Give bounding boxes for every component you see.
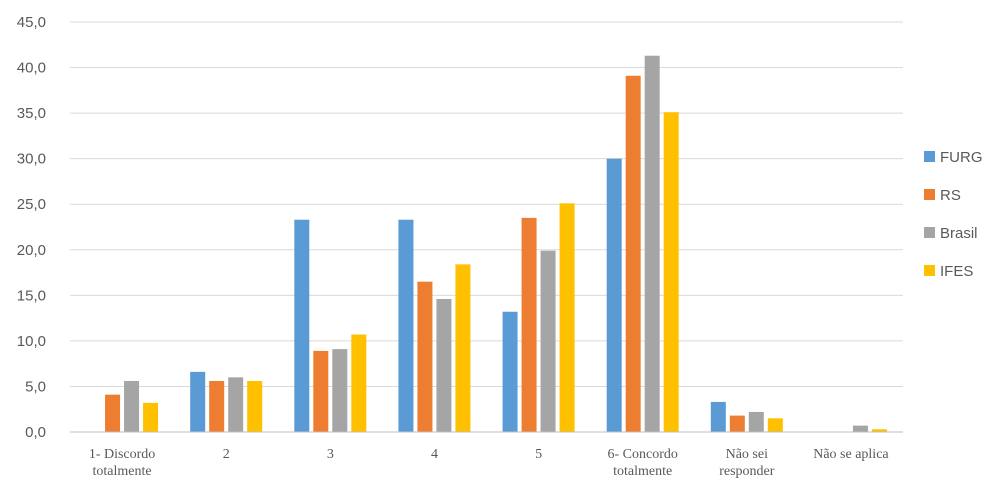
bar-ifes-6 — [767, 418, 783, 432]
y-tick-label: 0,0 — [25, 424, 46, 441]
y-tick-label: 40,0 — [17, 60, 46, 77]
legend-swatch — [924, 151, 935, 162]
bar-furg-4 — [502, 311, 518, 432]
bar-rs-5 — [625, 75, 641, 432]
legend: FURG RS Brasil IFES — [924, 149, 983, 280]
bar-brasil-2 — [332, 349, 348, 432]
bar-brasil-1 — [228, 377, 244, 432]
legend-label: FURG — [940, 149, 983, 166]
y-tick-label: 10,0 — [17, 333, 46, 350]
y-tick-label: 30,0 — [17, 151, 46, 168]
bar-rs-0 — [105, 394, 121, 432]
x-category-label: Não sei — [726, 447, 768, 462]
x-category-label: Não se aplica — [813, 447, 889, 462]
bar-furg-2 — [294, 219, 310, 432]
bar-ifes-5 — [663, 112, 679, 432]
bar-brasil-4 — [540, 250, 556, 432]
bars — [105, 55, 887, 432]
legend-swatch — [924, 227, 935, 238]
legend-label: RS — [940, 187, 961, 204]
bar-furg-3 — [398, 219, 414, 432]
legend-label: IFES — [940, 263, 973, 280]
x-category-label: 1- Discordo — [89, 447, 156, 462]
bar-rs-6 — [729, 415, 745, 432]
bar-rs-4 — [521, 217, 537, 432]
x-axis-categories: 1- Discordo totalmente 2 3 4 5 6- Concordo tota… — [89, 447, 890, 479]
y-tick-label: 15,0 — [17, 287, 46, 304]
bar-rs-2 — [313, 350, 329, 432]
y-tick-label: 45,0 — [17, 14, 46, 31]
legend-label: Brasil — [940, 225, 978, 242]
x-category-label: totalmente — [613, 464, 672, 479]
grid-lines — [70, 21, 903, 387]
x-category-label: responder — [719, 464, 775, 479]
bar-furg-1 — [190, 371, 206, 432]
bar-ifes-0 — [143, 402, 159, 432]
bar-furg-6 — [710, 401, 726, 432]
bar-furg-5 — [606, 158, 622, 432]
bar-brasil-5 — [644, 55, 660, 432]
x-category-label: 5 — [535, 447, 542, 462]
bar-ifes-7 — [871, 429, 887, 432]
bar-ifes-3 — [455, 264, 471, 432]
bar-brasil-7 — [852, 425, 868, 432]
bar-ifes-2 — [351, 334, 367, 432]
x-category-label: 6- Concordo — [607, 447, 677, 462]
y-tick-label: 25,0 — [17, 196, 46, 213]
bar-ifes-1 — [247, 380, 263, 432]
y-axis-ticks: 0,0 5,0 10,0 15,0 20,0 25,0 30,0 35,0 40,0 45,0 — [17, 14, 46, 441]
bar-brasil-6 — [748, 411, 764, 432]
x-category-label: 2 — [223, 447, 230, 462]
legend-swatch — [924, 265, 935, 276]
bar-brasil-3 — [436, 298, 452, 432]
legend-swatch — [924, 189, 935, 200]
bar-brasil-0 — [124, 380, 140, 432]
bar-rs-3 — [417, 281, 433, 432]
x-category-label: 3 — [327, 447, 334, 462]
bar-ifes-4 — [559, 203, 575, 432]
x-category-label: totalmente — [93, 464, 152, 479]
y-tick-label: 5,0 — [25, 378, 46, 395]
y-tick-label: 35,0 — [17, 105, 46, 122]
y-tick-label: 20,0 — [17, 242, 46, 259]
x-category-label: 4 — [431, 447, 438, 462]
bar-rs-1 — [209, 380, 225, 432]
